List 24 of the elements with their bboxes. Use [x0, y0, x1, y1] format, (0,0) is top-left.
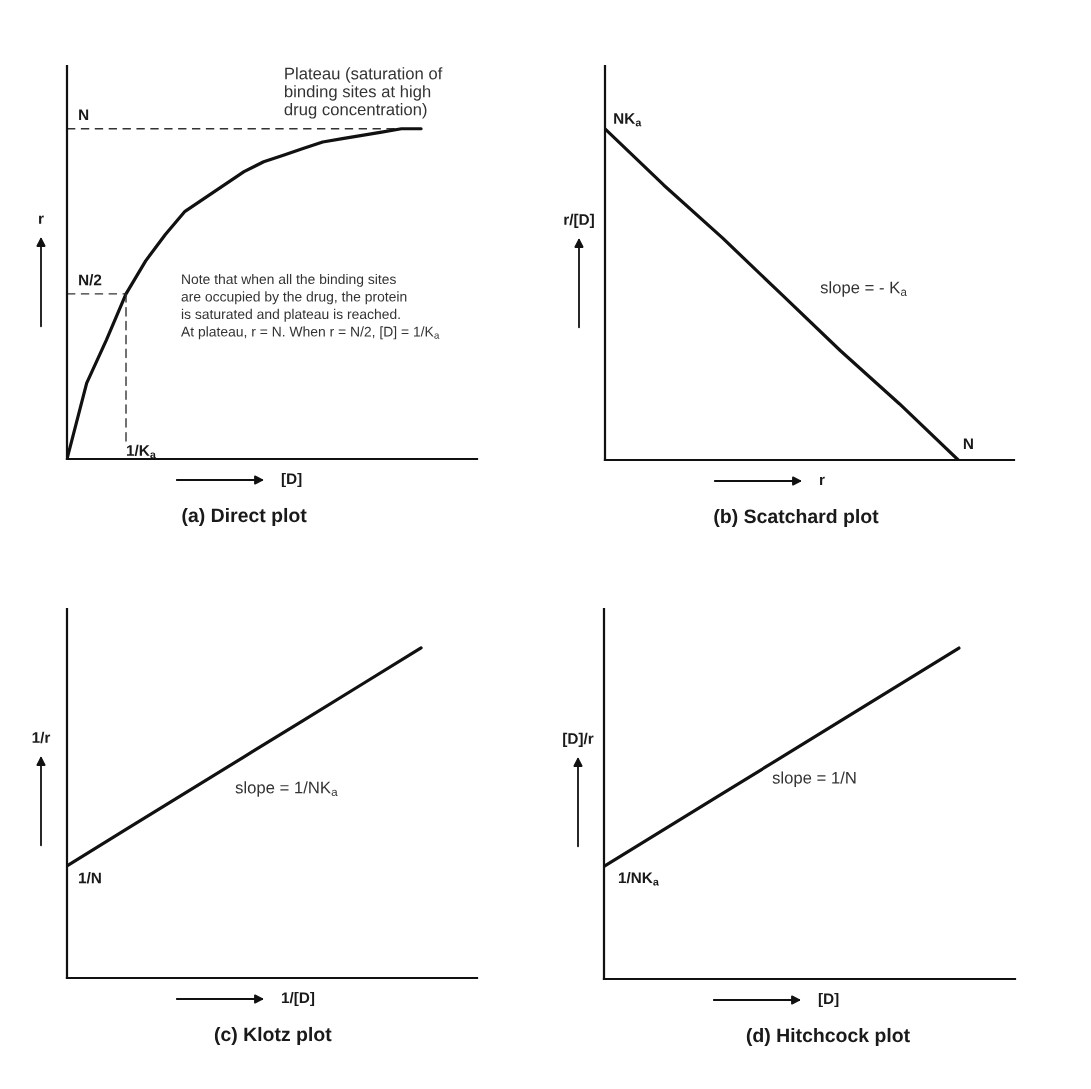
- text: (c) Klotz plot: [214, 1026, 332, 1046]
- y-axis-title: r/[D]: [564, 213, 594, 228]
- y-axis-title: r: [39, 215, 44, 224]
- text: Plateau (saturation of binding sites at high drug concentration): [284, 67, 443, 119]
- x-axis-title: [D]: [281, 472, 302, 488]
- y-axis-title: [D]/r: [563, 732, 594, 747]
- text: NK$_{a}$: [614, 113, 642, 127]
- text: (b) Scatchard plot: [714, 508, 879, 528]
- annotation: 1/NK$_{a}$: [618, 871, 659, 886]
- annotation: slope = - K$_{a}$: [820, 281, 907, 297]
- annotation: 1/K$_{a}$: [126, 444, 156, 459]
- text: (d) Hitchcock plot: [746, 1027, 910, 1047]
- annotation: slope = 1/NK$_{a}$: [235, 781, 338, 797]
- annotation: 1/N: [79, 872, 101, 884]
- text: (a) Direct plot: [182, 507, 307, 527]
- ref-line-label: N: [79, 109, 89, 121]
- x-axis-title: [D]: [818, 992, 839, 1008]
- annotation: N: [963, 438, 973, 449]
- ref-line-label: N/2: [79, 274, 102, 286]
- x-axis-title: 1/[D]: [281, 991, 315, 1007]
- x-axis-title: r: [820, 476, 825, 485]
- annotation: Note that when all the binding sites are occupied by the drug, the protein is saturated and plateau is reached. At plateau, r = N. When r = N/2, [D] = 1/K$_{a}$: [181, 273, 440, 340]
- y-axis-title: 1/r: [32, 731, 51, 744]
- annotation: slope = 1/N: [772, 771, 856, 787]
